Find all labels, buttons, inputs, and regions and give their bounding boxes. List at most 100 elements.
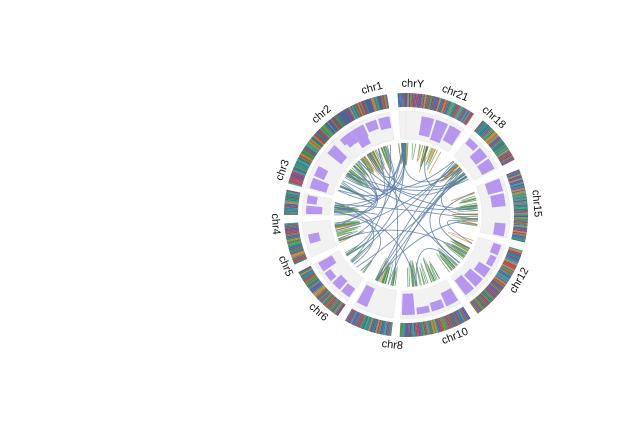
karyotype-band bbox=[405, 323, 408, 338]
karyotype-band bbox=[362, 315, 369, 330]
karyotype-band bbox=[303, 273, 317, 283]
karyotype-band bbox=[377, 95, 383, 110]
karyotype-band bbox=[305, 275, 318, 285]
karyotype-band bbox=[421, 94, 426, 109]
karyotype-band bbox=[335, 303, 345, 316]
karyotype-band bbox=[334, 115, 345, 128]
karyotype-band bbox=[285, 195, 300, 200]
karyotype-band bbox=[418, 322, 422, 337]
karyotype-band bbox=[461, 110, 470, 123]
karyotype-band bbox=[356, 313, 364, 328]
karyotype-band bbox=[288, 180, 303, 186]
karyotype-band bbox=[287, 238, 301, 244]
karyotype-band bbox=[510, 186, 525, 191]
karyotype-band bbox=[479, 126, 491, 138]
karyotype-band bbox=[358, 102, 365, 116]
karyotype-band bbox=[459, 307, 469, 321]
karyotype-band bbox=[398, 93, 402, 108]
karyotype-band bbox=[508, 249, 522, 255]
link bbox=[455, 204, 478, 209]
karyotype-band bbox=[420, 321, 424, 336]
link-track bbox=[333, 142, 479, 287]
karyotype-band bbox=[287, 241, 302, 247]
karyotype-band bbox=[288, 181, 303, 188]
karyotype-band bbox=[478, 294, 490, 306]
karyotype-band bbox=[324, 123, 335, 135]
karyotype-band bbox=[311, 283, 324, 294]
karyotype-band bbox=[286, 235, 301, 240]
karyotype-band bbox=[404, 92, 406, 107]
karyotype-band bbox=[294, 163, 308, 171]
karyotype-band bbox=[317, 289, 329, 300]
karyotype-band bbox=[511, 190, 526, 195]
histogram-bar bbox=[489, 242, 502, 256]
link bbox=[446, 244, 465, 260]
karyotype-band bbox=[409, 322, 412, 337]
karyotype-band bbox=[453, 105, 461, 119]
karyotype-band bbox=[389, 322, 393, 337]
karyotype-band bbox=[382, 320, 387, 335]
karyotype-band bbox=[513, 212, 528, 215]
karyotype-band bbox=[505, 255, 520, 262]
karyotype-band bbox=[481, 128, 493, 140]
karyotype-band bbox=[331, 117, 341, 130]
karyotype-band bbox=[316, 130, 328, 142]
karyotype-band bbox=[452, 311, 461, 325]
karyotype-band bbox=[290, 250, 305, 257]
histogram-bar bbox=[416, 305, 431, 315]
karyotype-band bbox=[295, 162, 309, 170]
karyotype-band bbox=[507, 172, 521, 179]
histogram-track-background bbox=[301, 110, 511, 320]
karyotype-band bbox=[400, 93, 403, 108]
link bbox=[441, 168, 479, 216]
link bbox=[361, 156, 374, 172]
karyotype-band bbox=[322, 293, 334, 306]
link bbox=[362, 148, 385, 193]
karyotype-band bbox=[450, 103, 458, 118]
link bbox=[407, 267, 409, 287]
karyotype-band bbox=[480, 127, 492, 139]
link bbox=[337, 230, 359, 240]
karyotype-band bbox=[284, 209, 299, 212]
karyotype-band bbox=[315, 131, 328, 143]
karyotype-band bbox=[412, 322, 415, 337]
karyotype-band bbox=[356, 102, 364, 117]
karyotype-band bbox=[332, 301, 343, 314]
karyotype-band bbox=[324, 295, 336, 308]
karyotype-band bbox=[512, 228, 527, 233]
karyotype-band bbox=[293, 166, 307, 174]
karyotype-band bbox=[501, 264, 515, 273]
karyotype-band bbox=[375, 319, 380, 334]
link bbox=[456, 207, 478, 212]
karyotype-band bbox=[288, 245, 303, 251]
histogram-bar bbox=[473, 261, 491, 278]
karyotype-band bbox=[428, 95, 433, 110]
link bbox=[384, 145, 399, 286]
karyotype-band bbox=[477, 295, 488, 307]
karyotype-band bbox=[509, 181, 524, 188]
karyotype-band bbox=[327, 120, 338, 133]
karyotype-band bbox=[350, 310, 358, 325]
karyotype-band bbox=[457, 107, 466, 121]
karyotype-band bbox=[284, 200, 299, 204]
karyotype-band bbox=[513, 218, 528, 221]
karyotype-band bbox=[443, 100, 450, 115]
karyotype-band bbox=[285, 194, 300, 198]
karyotype-band bbox=[427, 320, 433, 335]
histogram-bar bbox=[490, 193, 506, 208]
karyotype-band bbox=[337, 113, 347, 126]
karyotype-band bbox=[289, 247, 304, 254]
karyotype-band bbox=[505, 256, 519, 264]
karyotype-band bbox=[469, 301, 479, 314]
karyotype-band bbox=[407, 93, 409, 108]
karyotype-band bbox=[406, 93, 408, 108]
link bbox=[336, 228, 359, 236]
link bbox=[439, 164, 459, 184]
karyotype-band bbox=[513, 226, 528, 230]
karyotype-band bbox=[355, 103, 363, 117]
karyotype-band bbox=[408, 322, 411, 337]
karyotype-band bbox=[425, 321, 430, 336]
karyotype-band bbox=[450, 312, 458, 327]
karyotype-band bbox=[307, 279, 320, 289]
karyotype-band bbox=[513, 206, 528, 210]
